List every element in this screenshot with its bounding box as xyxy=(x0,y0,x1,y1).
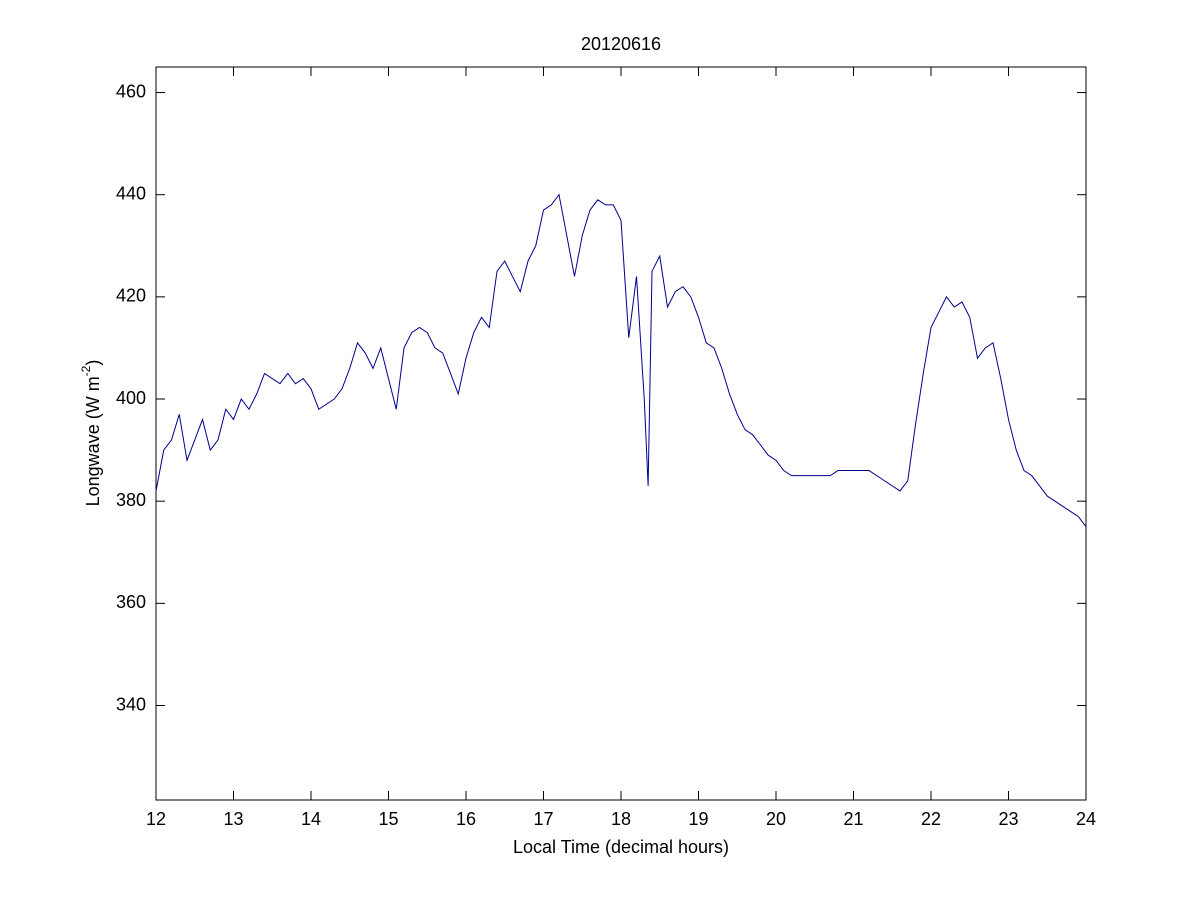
data-line xyxy=(155,193,1087,528)
x-tick-label: 17 xyxy=(533,809,553,829)
x-tick-label: 22 xyxy=(921,809,941,829)
y-tick-label: 360 xyxy=(116,592,146,612)
x-tick-label: 21 xyxy=(843,809,863,829)
x-tick-label: 16 xyxy=(456,809,476,829)
plot-frame xyxy=(155,66,1087,801)
x-tick-label: 20 xyxy=(766,809,786,829)
x-tick-label: 19 xyxy=(688,809,708,829)
y-tick-label: 420 xyxy=(116,286,146,306)
x-tick-label: 24 xyxy=(1076,809,1096,829)
x-tick-label: 13 xyxy=(223,809,243,829)
x-axis-label: Local Time (decimal hours) xyxy=(513,837,729,857)
x-tick-label: 12 xyxy=(146,809,166,829)
x-tick-label: 14 xyxy=(301,809,321,829)
chart-title: 20120616 xyxy=(581,34,661,54)
y-tick-label: 440 xyxy=(116,183,146,203)
x-tick-label: 15 xyxy=(378,809,398,829)
x-tick-label: 23 xyxy=(998,809,1018,829)
y-tick-label: 340 xyxy=(116,694,146,714)
y-tick-label: 380 xyxy=(116,490,146,510)
y-axis-label: Longwave (W m-2) xyxy=(79,360,103,507)
y-tick-label: 460 xyxy=(116,81,146,101)
x-tick-label: 18 xyxy=(611,809,631,829)
y-tick-label: 400 xyxy=(116,388,146,408)
